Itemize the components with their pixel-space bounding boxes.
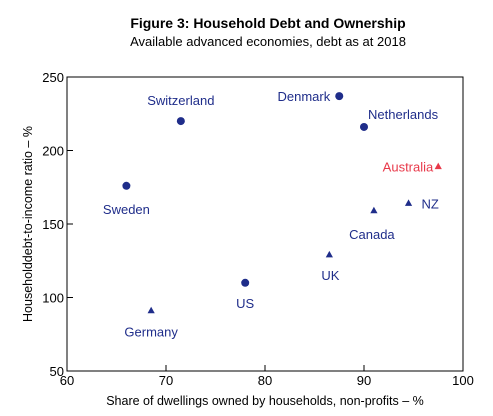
point-label-nz: NZ <box>422 196 439 211</box>
y-tick-label: 100 <box>42 291 64 306</box>
y-tick-label: 50 <box>50 364 64 379</box>
y-tick-label: 150 <box>42 217 64 232</box>
point-label-netherlands: Netherlands <box>368 107 439 122</box>
point-uk <box>325 250 333 258</box>
point-switzerland <box>176 117 185 126</box>
point-label-australia: Australia <box>383 160 434 175</box>
point-canada <box>370 206 378 214</box>
point-germany <box>147 306 155 314</box>
point-sweden <box>122 181 131 190</box>
chart-subtitle: Available advanced economies, debt as at… <box>130 34 406 49</box>
axis-ticks: 60 70 80 90 100 50 100 150 200 250 <box>42 70 474 388</box>
point-nz <box>404 199 413 206</box>
y-axis-label: Householddebt-to-income ratio – % <box>21 126 35 322</box>
point-label-denmark: Denmark <box>278 89 331 104</box>
chart-title: Figure 3: Household Debt and Ownership <box>130 15 405 31</box>
point-us <box>241 278 250 287</box>
data-points: Switzerland Denmark Netherlands Australia Sw… <box>103 89 442 340</box>
point-label-switzerland: Switzerland <box>147 93 214 108</box>
x-axis-label: Share of dwellings owned by households, … <box>106 394 424 408</box>
point-label-sweden: Sweden <box>103 202 150 217</box>
point-label-uk: UK <box>321 268 339 283</box>
x-tick-label: 70 <box>159 373 173 388</box>
y-tick-label: 200 <box>42 144 64 159</box>
point-denmark <box>335 92 344 101</box>
point-netherlands <box>360 122 368 131</box>
x-tick-label: 90 <box>357 373 371 388</box>
x-tick-label: 80 <box>258 373 272 388</box>
y-tick-label: 250 <box>42 70 64 85</box>
x-tick-label: 100 <box>452 373 474 388</box>
point-australia <box>434 162 442 170</box>
point-label-us: US <box>236 296 254 311</box>
point-label-canada: Canada <box>349 227 395 242</box>
x-tick-label: 60 <box>60 373 74 388</box>
point-label-germany: Germany <box>124 325 178 340</box>
